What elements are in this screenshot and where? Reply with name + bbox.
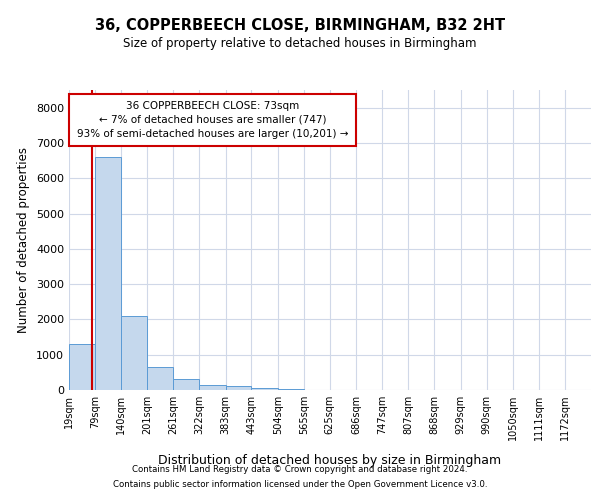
Bar xyxy=(278,389,304,390)
Text: 36 COPPERBEECH CLOSE: 73sqm
← 7% of detached houses are smaller (747)
93% of sem: 36 COPPERBEECH CLOSE: 73sqm ← 7% of deta… xyxy=(77,101,348,139)
Text: Size of property relative to detached houses in Birmingham: Size of property relative to detached ho… xyxy=(123,38,477,51)
Bar xyxy=(148,367,173,390)
Y-axis label: Number of detached properties: Number of detached properties xyxy=(17,147,31,333)
Bar xyxy=(173,379,199,390)
Text: Contains public sector information licensed under the Open Government Licence v3: Contains public sector information licen… xyxy=(113,480,487,489)
Text: 36, COPPERBEECH CLOSE, BIRMINGHAM, B32 2HT: 36, COPPERBEECH CLOSE, BIRMINGHAM, B32 2… xyxy=(95,18,505,32)
Bar xyxy=(251,388,278,390)
Bar xyxy=(121,316,148,390)
Text: Contains HM Land Registry data © Crown copyright and database right 2024.: Contains HM Land Registry data © Crown c… xyxy=(132,465,468,474)
Bar xyxy=(199,384,226,390)
Bar xyxy=(95,157,121,390)
Bar xyxy=(69,94,356,146)
Bar xyxy=(69,344,95,390)
X-axis label: Distribution of detached houses by size in Birmingham: Distribution of detached houses by size … xyxy=(158,454,502,467)
Bar xyxy=(226,386,251,390)
